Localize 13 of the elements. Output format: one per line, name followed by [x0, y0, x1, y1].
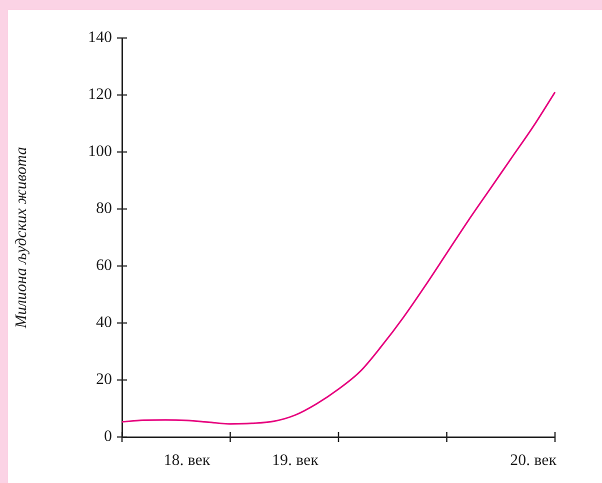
x-tick-label: 18. век	[164, 452, 210, 469]
line-series	[121, 91, 556, 425]
y-tick-label: 0	[104, 428, 112, 446]
y-tick-label: 100	[88, 143, 112, 160]
y-axis-title: Милиона људских живота	[12, 146, 30, 330]
x-tick-label: 19. век	[272, 452, 319, 469]
y-tick-label: 20	[96, 371, 112, 388]
y-tick-label: 60	[96, 257, 112, 274]
y-tick-label: 120	[88, 86, 112, 104]
y-tick-label: 80	[96, 200, 112, 218]
x-tick-label: 20. век	[510, 452, 557, 469]
y-tick-label: 40	[96, 314, 112, 332]
y-tick-label: 140	[88, 29, 112, 46]
